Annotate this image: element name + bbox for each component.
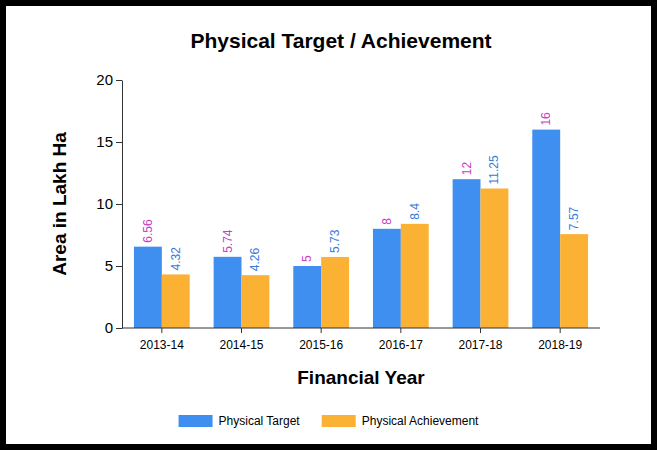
data-labels: 6.56 5.74 5 8 12 16 4.32 4.26 5.73 8.4 11.25 7.57 [141, 112, 581, 271]
x-tick-label: 2017-18 [458, 338, 502, 352]
data-label: 5.74 [221, 229, 235, 253]
y-tick-mark [116, 328, 122, 329]
x-tick: 2017-18 [458, 328, 502, 352]
title: Physical Target / Achievement [190, 29, 491, 52]
x-tick-mark [321, 328, 322, 333]
x-tick-mark [560, 328, 561, 333]
x-tick: 2018-19 [538, 328, 582, 352]
legend-item: Physical Target [179, 414, 301, 428]
bar [373, 229, 401, 328]
bar [401, 224, 429, 328]
data-label: 5 [300, 255, 314, 262]
x-tick-label: 2016-17 [379, 338, 423, 352]
y-tick: 5 [105, 257, 122, 274]
data-label: 8 [380, 218, 394, 225]
bar [242, 275, 270, 328]
data-label: 7.57 [567, 206, 581, 230]
x-tick: 2014-15 [219, 328, 263, 352]
legend-item: Physical Achievement [322, 414, 479, 428]
x-tick: 2015-16 [299, 328, 343, 352]
data-label: 11.25 [487, 155, 501, 184]
y-tick-label: 15 [96, 133, 113, 150]
data-label: 4.32 [169, 247, 183, 271]
frame [3, 3, 654, 447]
x-axis-title: Financial Year [297, 367, 425, 388]
y-axis-title: Area in Lakh Ha [49, 132, 70, 276]
y-tick: 15 [96, 133, 122, 150]
data-label: 16 [539, 112, 553, 126]
y-tick-label: 20 [96, 71, 113, 88]
chart: Physical Target / Achievement 6.56 5.74 5 8 1… [0, 0, 657, 450]
y-axis-line [122, 81, 123, 329]
x-axis-line [122, 328, 600, 329]
y-tick-mark [116, 80, 122, 81]
x-tick-mark [241, 328, 242, 333]
y-axis: 0 5 10 15 20 [96, 71, 122, 336]
y-tick: 20 [96, 71, 122, 88]
bar [321, 257, 349, 328]
legend: Physical Target Physical Achievement [179, 414, 480, 428]
y-tick: 10 [96, 195, 122, 212]
x-tick-label: 2018-19 [538, 338, 582, 352]
legend-label: Physical Achievement [362, 414, 479, 428]
data-label: 6.56 [141, 219, 155, 243]
bar [481, 189, 509, 329]
x-tick-label: 2014-15 [219, 338, 263, 352]
bar [453, 179, 481, 328]
x-tick-label: 2015-16 [299, 338, 343, 352]
y-tick-mark [116, 204, 122, 205]
x-tick-mark [480, 328, 481, 333]
data-label: 12 [460, 162, 474, 176]
y-tick-label: 0 [105, 319, 113, 336]
x-tick: 2016-17 [379, 328, 423, 352]
data-label: 4.26 [248, 247, 262, 271]
y-tick-label: 10 [96, 195, 113, 212]
x-tick: 2013-14 [140, 328, 184, 352]
bar [560, 234, 588, 328]
y-tick-mark [116, 142, 122, 143]
bars [134, 130, 588, 328]
y-tick-label: 5 [105, 257, 113, 274]
x-tick-label: 2013-14 [140, 338, 184, 352]
bar [293, 266, 321, 328]
x-tick-mark [400, 328, 401, 333]
legend-label: Physical Target [219, 414, 301, 428]
x-tick-mark [161, 328, 162, 333]
y-tick: 0 [105, 319, 122, 336]
bar [134, 247, 162, 328]
bar [214, 257, 242, 328]
legend-swatch [179, 415, 213, 427]
data-label: 8.4 [408, 203, 422, 220]
legend-swatch [322, 415, 356, 427]
bar [532, 130, 560, 328]
y-tick-mark [116, 266, 122, 267]
bar [162, 274, 190, 328]
data-label: 5.73 [328, 229, 342, 253]
x-axis: 2013-14 2014-15 2015-16 2016-17 2017-18 2018-… [122, 328, 600, 352]
